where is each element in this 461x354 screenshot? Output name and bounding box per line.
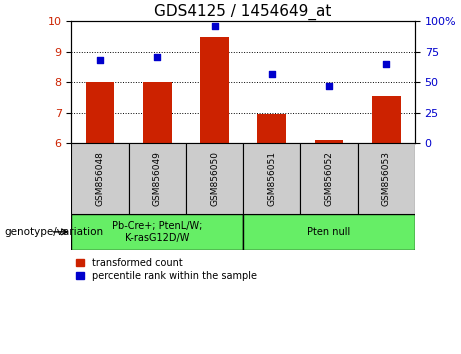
Text: GSM856049: GSM856049	[153, 151, 162, 206]
Text: GSM856050: GSM856050	[210, 151, 219, 206]
Text: GSM856048: GSM856048	[95, 151, 105, 206]
Bar	[71, 143, 129, 214]
Point	[383, 61, 390, 67]
Point	[96, 57, 104, 63]
Bar	[200, 36, 229, 143]
Text: GSM856051: GSM856051	[267, 151, 276, 206]
Title: GDS4125 / 1454649_at: GDS4125 / 1454649_at	[154, 4, 332, 20]
Bar	[71, 214, 243, 250]
Bar	[358, 143, 415, 214]
Bar	[129, 143, 186, 214]
Point	[211, 23, 218, 29]
Text: Pb-Cre+; PtenL/W;
K-rasG12D/W: Pb-Cre+; PtenL/W; K-rasG12D/W	[112, 221, 202, 243]
Text: GSM856053: GSM856053	[382, 151, 391, 206]
Point	[154, 54, 161, 59]
Text: genotype/variation: genotype/variation	[5, 227, 104, 237]
Bar	[86, 82, 114, 143]
Bar	[372, 96, 401, 143]
Bar	[143, 82, 171, 143]
Point	[268, 71, 276, 76]
Bar	[243, 143, 301, 214]
Bar	[186, 143, 243, 214]
Text: GSM856052: GSM856052	[325, 151, 334, 206]
Bar	[258, 114, 286, 143]
Point	[325, 83, 333, 89]
Legend: transformed count, percentile rank within the sample: transformed count, percentile rank withi…	[77, 258, 257, 281]
Text: Pten null: Pten null	[307, 227, 351, 237]
Bar	[315, 140, 343, 143]
Bar	[243, 214, 415, 250]
Bar	[301, 143, 358, 214]
